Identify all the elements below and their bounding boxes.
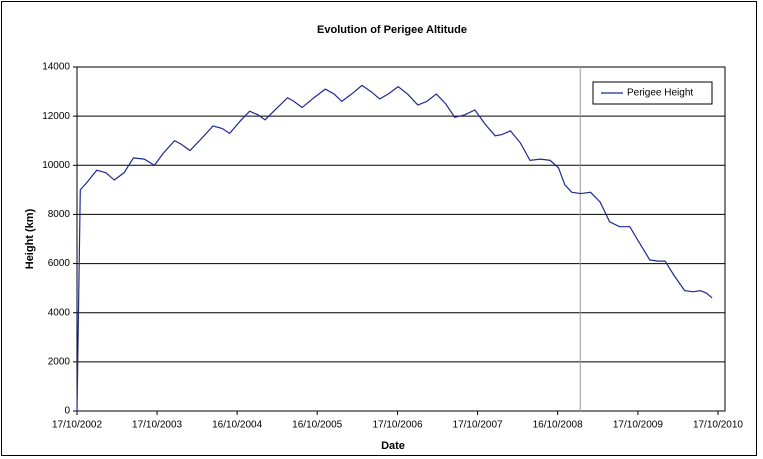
y-tick-label: 8000: [48, 209, 71, 220]
x-tick-label: 17/10/2006: [372, 420, 422, 431]
x-tick-label: 16/10/2005: [292, 420, 342, 431]
y-tick-label: 0: [64, 406, 70, 417]
y-axis-label: Height (km): [24, 208, 36, 269]
y-tick-label: 4000: [48, 307, 71, 318]
y-tick-label: 14000: [42, 62, 70, 73]
y-tick-label: 10000: [42, 160, 70, 171]
x-tick-label: 17/10/2003: [132, 420, 182, 431]
x-tick-label: 17/10/2009: [613, 420, 663, 431]
x-tick-label: 17/10/2010: [693, 420, 743, 431]
series-line: [76, 84, 713, 412]
x-axis-label: Date: [381, 440, 405, 452]
plot-area: [76, 66, 726, 412]
y-tick-label: 6000: [48, 258, 71, 269]
x-tick-label: 16/10/2004: [212, 420, 262, 431]
x-tick-label: 17/10/2002: [52, 420, 102, 431]
legend-box: [592, 81, 713, 105]
x-tick-label: 17/10/2007: [453, 420, 503, 431]
y-tick-label: 12000: [42, 111, 70, 122]
legend-label: Perigee Height: [627, 88, 693, 99]
x-tick-label: 16/10/2008: [533, 420, 583, 431]
y-tick-label: 2000: [48, 356, 71, 367]
chart-title: Evolution of Perigee Altitude: [317, 24, 467, 36]
